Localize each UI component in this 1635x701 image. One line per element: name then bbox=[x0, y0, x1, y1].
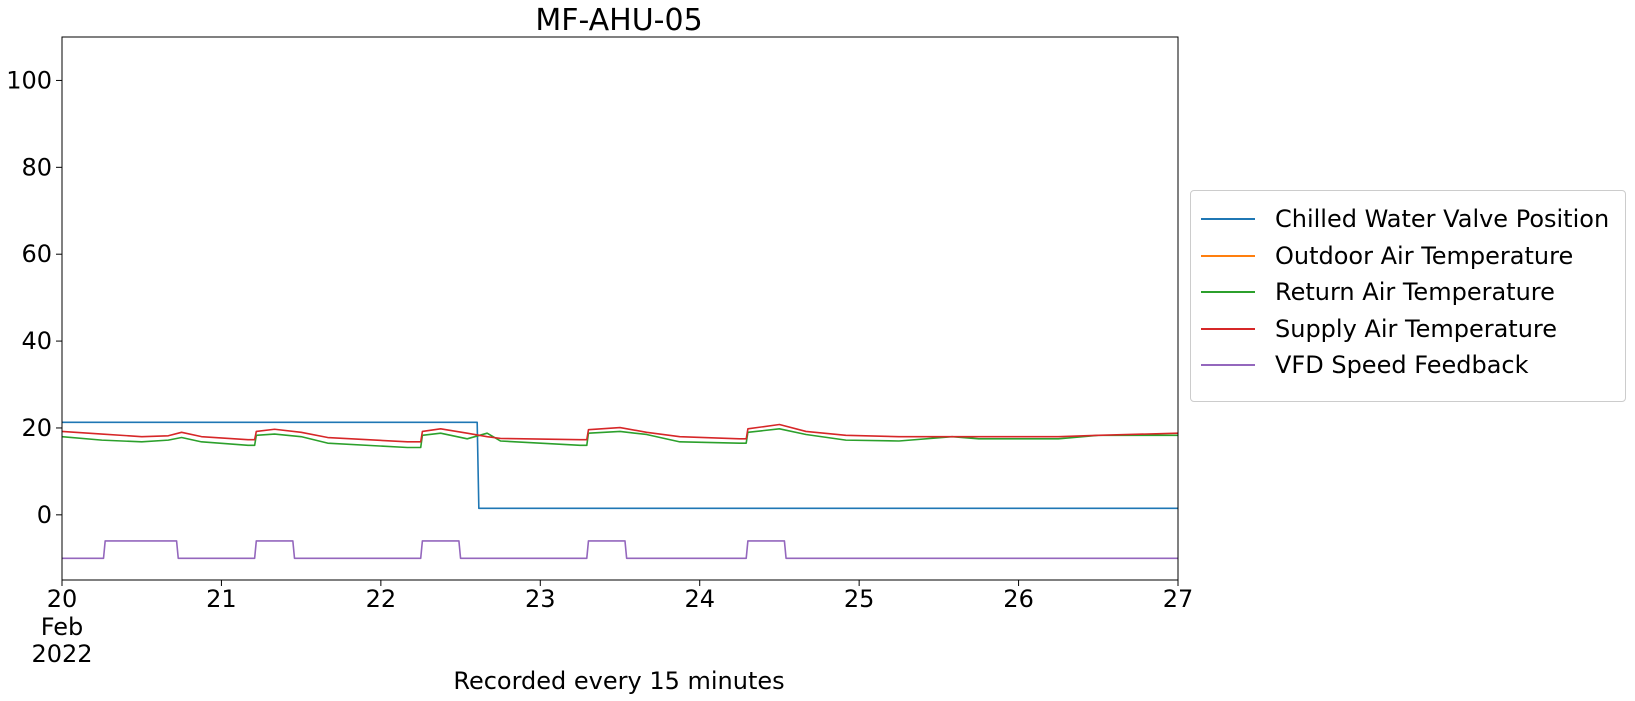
legend-swatch bbox=[1201, 364, 1255, 367]
x-tick-sublabel: Feb bbox=[41, 613, 84, 641]
legend-swatch bbox=[1201, 218, 1255, 221]
x-tick-label: 26 bbox=[1003, 585, 1034, 613]
series-lines bbox=[61, 421, 1179, 560]
x-axis-label: Recorded every 15 minutes bbox=[453, 667, 784, 695]
legend: Chilled Water Valve Position Outdoor Air … bbox=[1190, 190, 1626, 402]
x-tick-label: 24 bbox=[684, 585, 715, 613]
legend-item-return-air-temperature: Return Air Temperature bbox=[1201, 274, 1625, 311]
legend-item-supply-air-temperature: Supply Air Temperature bbox=[1201, 311, 1625, 348]
x-tick-label: 23 bbox=[525, 585, 556, 613]
series-line-supply-air-temperature bbox=[61, 423, 1179, 443]
chart-title: MF-AHU-05 bbox=[535, 3, 702, 38]
y-tick-label: 20 bbox=[21, 414, 52, 442]
x-tick-sublabel: 2022 bbox=[31, 640, 92, 668]
legend-swatch bbox=[1201, 254, 1255, 257]
legend-item-chilled-water-valve-position: Chilled Water Valve Position bbox=[1201, 201, 1625, 238]
legend-label: Chilled Water Valve Position bbox=[1275, 205, 1610, 234]
legend-item-vfd-speed-feedback: VFD Speed Feedback bbox=[1201, 347, 1625, 384]
y-tick-label: 80 bbox=[21, 153, 52, 181]
plot-frame bbox=[61, 36, 1179, 581]
legend-label: Outdoor Air Temperature bbox=[1275, 241, 1574, 270]
x-tick-label: 22 bbox=[366, 585, 397, 613]
y-tick-label: 40 bbox=[21, 327, 52, 355]
legend-swatch bbox=[1201, 327, 1255, 330]
legend-label: Return Air Temperature bbox=[1275, 278, 1555, 307]
x-tick-label: 20 bbox=[47, 585, 78, 613]
y-tick-label: 60 bbox=[21, 240, 52, 268]
y-axis: 0 20 40 60 80 100 bbox=[6, 66, 62, 529]
legend-swatch bbox=[1201, 291, 1255, 294]
x-tick-label: 21 bbox=[206, 585, 237, 613]
x-tick-label: 25 bbox=[844, 585, 875, 613]
legend-label: Supply Air Temperature bbox=[1275, 314, 1558, 343]
legend-item-outdoor-air-temperature: Outdoor Air Temperature bbox=[1201, 238, 1625, 275]
series-line-chilled-water-valve-position bbox=[62, 421, 1178, 510]
series-line-vfd-speed-feedback bbox=[62, 540, 1178, 560]
series-line-return-air-temperature bbox=[61, 428, 1178, 449]
x-tick-label: 27 bbox=[1163, 585, 1194, 613]
y-tick-label: 100 bbox=[6, 66, 52, 94]
y-tick-label: 0 bbox=[37, 501, 52, 529]
legend-label: VFD Speed Feedback bbox=[1275, 351, 1529, 380]
